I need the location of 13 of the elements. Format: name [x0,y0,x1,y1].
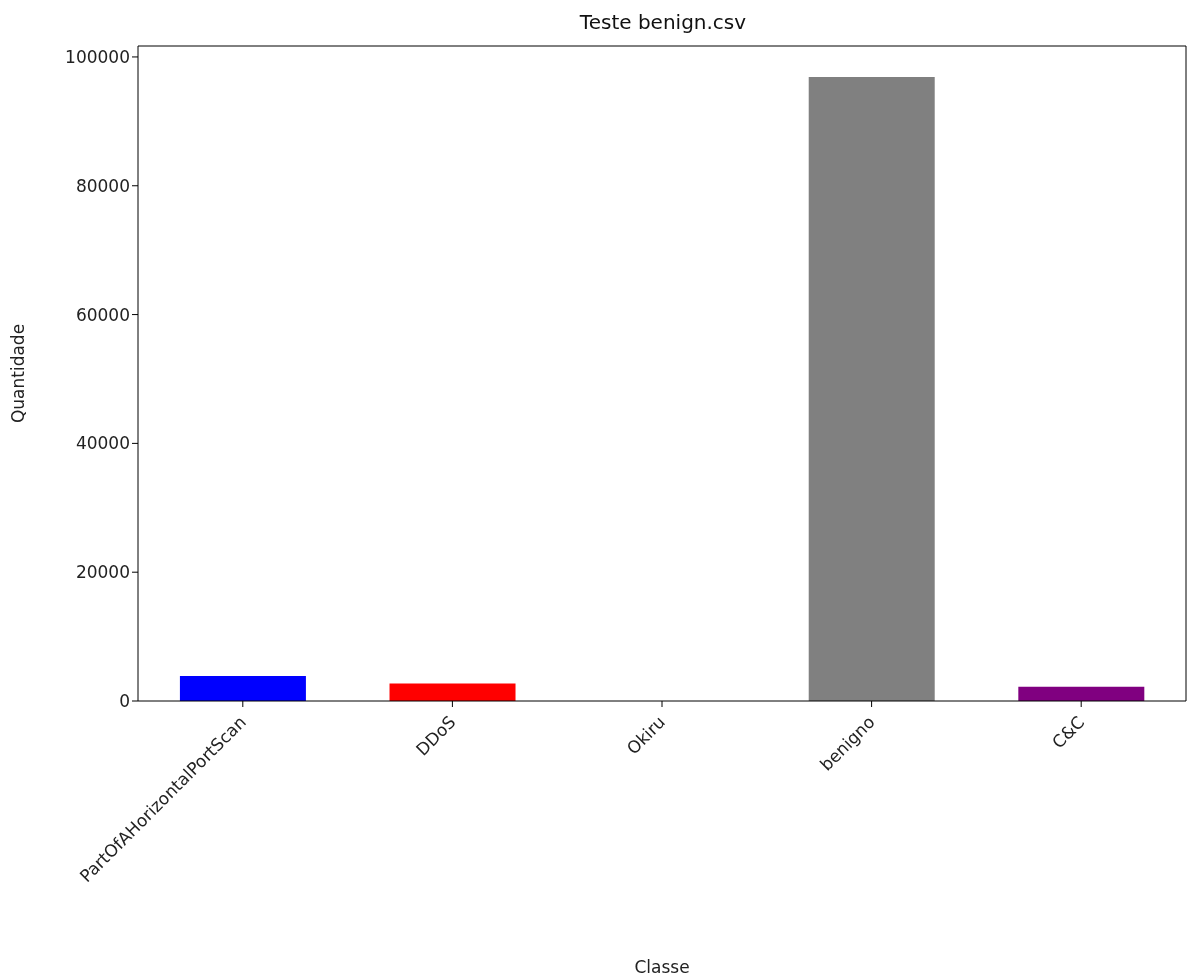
bar [1018,686,1145,701]
bar [808,76,935,701]
y-tick-label: 80000 [75,175,130,196]
bar [179,675,306,701]
x-axis-title: Classe [634,957,690,977]
y-tick-label: 40000 [75,433,130,454]
y-axis-title: Quantidade [8,323,29,424]
bar [389,683,516,701]
y-tick-label: 100000 [65,46,130,67]
y-tick-label: 60000 [75,304,130,325]
y-tick-label: 0 [119,691,130,712]
y-tick-label: 20000 [75,562,130,583]
chart-title: Teste benign.csv [578,10,748,34]
